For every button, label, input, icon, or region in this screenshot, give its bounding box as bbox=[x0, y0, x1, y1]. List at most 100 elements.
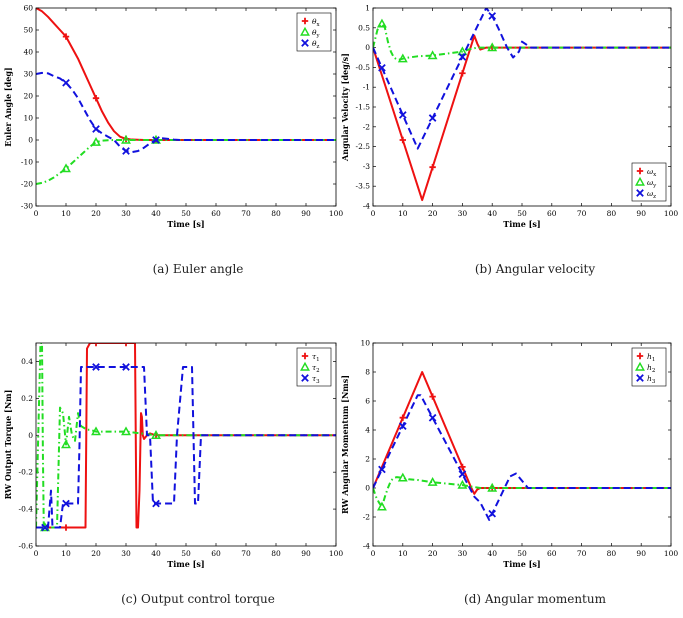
legend-marker-3 bbox=[301, 39, 309, 47]
series-line-3 bbox=[373, 8, 671, 150]
x-tick-label: 40 bbox=[487, 549, 497, 558]
series-marker-1 bbox=[399, 136, 406, 144]
y-tick-label: -3.5 bbox=[356, 182, 371, 191]
y-tick-label: 50 bbox=[23, 26, 33, 35]
series-marker-1 bbox=[459, 463, 466, 471]
series-marker-2 bbox=[61, 163, 71, 173]
legend-label-3: τ3 bbox=[312, 374, 320, 385]
y-tick-label: 6 bbox=[365, 397, 370, 406]
series-marker-3 bbox=[62, 78, 70, 87]
series-line-1 bbox=[373, 371, 671, 495]
y-tick-label: -1.5 bbox=[356, 103, 371, 112]
x-tick-label: 20 bbox=[428, 549, 438, 558]
legend-label-2: θy bbox=[312, 28, 321, 39]
y-tick-label: -30 bbox=[21, 202, 33, 211]
y-tick-label: -4 bbox=[363, 202, 371, 211]
y-tick-label: 2 bbox=[365, 455, 370, 464]
x-tick-label: 30 bbox=[121, 209, 131, 218]
series-marker-3 bbox=[92, 125, 100, 133]
series-line-1 bbox=[36, 8, 336, 141]
y-tick-label: 0 bbox=[28, 431, 33, 440]
series-group bbox=[36, 8, 336, 185]
series-marker-2 bbox=[397, 53, 408, 63]
x-tick-label: 70 bbox=[577, 549, 587, 558]
series-marker-2 bbox=[457, 46, 468, 56]
legend-label-2: ωy bbox=[647, 178, 657, 189]
series-line-3 bbox=[373, 394, 671, 521]
x-tick-label: 0 bbox=[371, 209, 376, 218]
series-marker-1 bbox=[62, 33, 70, 40]
series-marker-2 bbox=[487, 42, 498, 52]
series-marker-2 bbox=[397, 472, 408, 482]
series-marker-3 bbox=[398, 111, 407, 119]
y-axis-label: Euler Angle [deg] bbox=[3, 67, 13, 146]
plot-frame bbox=[372, 342, 672, 547]
caption-d: (d) Angular momentum bbox=[464, 592, 606, 606]
x-tick-label: 50 bbox=[517, 209, 527, 218]
series-marker-2 bbox=[121, 134, 131, 144]
chart-panel-a: 0 10 20 30 40 50 60 70 80 90 100 -30 -20 -10 0 10 20 30 40… bbox=[3, 4, 343, 230]
series-marker-3 bbox=[428, 114, 437, 122]
legend-label-1: h1 bbox=[647, 352, 655, 363]
series-marker-1 bbox=[429, 163, 436, 171]
series-marker-3 bbox=[378, 63, 386, 72]
series-line-1 bbox=[373, 34, 671, 202]
x-tick-label: 100 bbox=[664, 209, 679, 218]
caption-b: (b) Angular velocity bbox=[474, 262, 596, 276]
x-tick-label: 40 bbox=[151, 209, 161, 218]
y-tick-label: -2 bbox=[363, 122, 371, 131]
y-tick-label: 0.2 bbox=[21, 394, 33, 403]
legend-label-1: ωx bbox=[647, 167, 657, 178]
legend-label-2: h2 bbox=[647, 363, 655, 374]
series-marker-3 bbox=[488, 509, 497, 518]
series-line-2 bbox=[36, 343, 336, 529]
series-marker-3 bbox=[488, 12, 497, 20]
chart-panel-c: 0 10 20 30 40 50 60 70 80 90 100 -0.6 -0.4 -0.2 0 0.2 0.… bbox=[3, 342, 343, 569]
y-tick-label: 60 bbox=[23, 4, 33, 13]
series-marker-2 bbox=[91, 136, 101, 146]
series-marker-3 bbox=[428, 413, 437, 422]
legend-marker-2 bbox=[635, 361, 645, 371]
chart-panel-d: 0 10 20 30 40 50 60 70 80 90 100 -4 -2 0 2 4 6 8 10 Time [s… bbox=[340, 339, 678, 570]
y-tick-label: -2 bbox=[363, 513, 371, 522]
x-tick-label: 60 bbox=[547, 209, 557, 218]
x-tick-label: 50 bbox=[181, 549, 191, 558]
series-marker-1 bbox=[122, 343, 130, 347]
series-marker-2 bbox=[376, 18, 387, 28]
series-marker-2 bbox=[91, 426, 101, 436]
legend-marker-3 bbox=[636, 189, 644, 197]
y-tick-label: 0 bbox=[365, 484, 370, 493]
y-tick-label: -0.5 bbox=[356, 63, 371, 72]
x-tick-label: 80 bbox=[607, 209, 617, 218]
y-tick-label: 30 bbox=[23, 70, 33, 79]
series-line-2 bbox=[373, 22, 671, 61]
series-marker-2 bbox=[427, 476, 438, 486]
series-line-3 bbox=[36, 365, 336, 529]
x-tick-label: 10 bbox=[398, 549, 408, 558]
x-tick-label: 70 bbox=[241, 549, 251, 558]
series-marker-3 bbox=[378, 465, 386, 474]
x-tick-label: 70 bbox=[241, 209, 251, 218]
y-tick-label: 8 bbox=[365, 368, 370, 377]
x-tick-label: 90 bbox=[301, 549, 311, 558]
x-tick-label: 10 bbox=[398, 209, 408, 218]
x-tick-label: 10 bbox=[61, 209, 71, 218]
series-marker-2 bbox=[457, 479, 468, 489]
x-tick-label: 10 bbox=[61, 549, 71, 558]
chart-panel-b: 0 10 20 30 40 50 60 70 80 90 100-4-3.5-3-2.5-2-1.5… bbox=[340, 4, 678, 230]
x-tick-label: 0 bbox=[34, 549, 39, 558]
series-marker-1 bbox=[429, 393, 436, 400]
y-axis-label: RW Output Torque [Nm] bbox=[3, 390, 13, 500]
legend-label-3: h3 bbox=[647, 374, 656, 385]
series-marker-2 bbox=[40, 522, 50, 532]
series-marker-2 bbox=[487, 482, 498, 492]
legend-marker-1 bbox=[636, 167, 644, 175]
y-tick-label: 10 bbox=[23, 114, 33, 123]
y-tick-label: 4 bbox=[365, 426, 370, 435]
x-axis-label: Time [s] bbox=[167, 219, 204, 229]
y-tick-label: 40 bbox=[23, 48, 33, 57]
y-axis-label: Angular Velocity [deg/s] bbox=[340, 53, 350, 162]
x-tick-label: 50 bbox=[517, 549, 527, 558]
